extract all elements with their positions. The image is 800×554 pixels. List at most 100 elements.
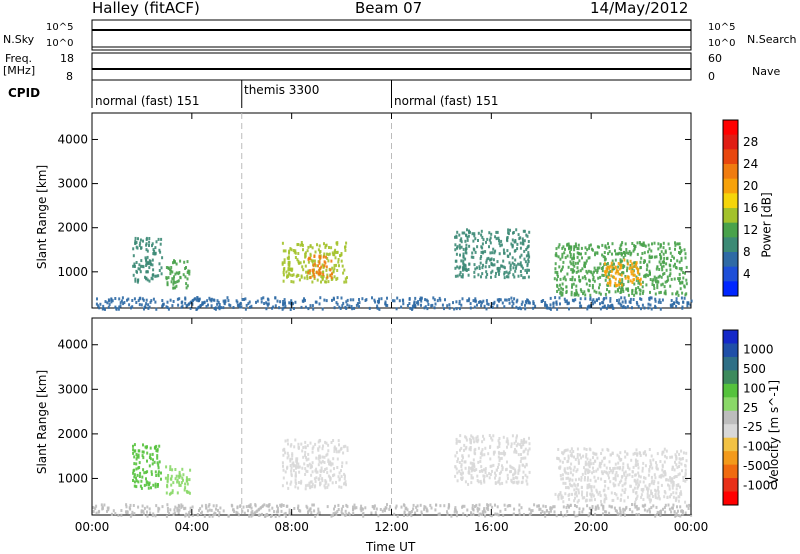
data-cell bbox=[167, 307, 170, 311]
data-cell bbox=[127, 297, 130, 301]
data-cell bbox=[623, 491, 626, 494]
data-cell bbox=[176, 480, 179, 484]
data-cell bbox=[636, 302, 639, 306]
data-cell bbox=[634, 261, 637, 265]
data-cell bbox=[463, 443, 466, 447]
data-cell bbox=[166, 506, 169, 510]
data-cell bbox=[635, 513, 638, 516]
data-cell bbox=[472, 468, 475, 472]
data-cell bbox=[104, 300, 107, 304]
data-cell bbox=[364, 299, 367, 302]
data-cell bbox=[177, 303, 180, 307]
data-cell bbox=[464, 239, 467, 243]
data-cell bbox=[611, 242, 614, 246]
data-cell bbox=[355, 506, 358, 510]
data-cell bbox=[194, 297, 197, 301]
data-cell bbox=[587, 269, 590, 273]
data-cell bbox=[150, 486, 152, 490]
data-cell bbox=[622, 510, 625, 514]
data-cell bbox=[151, 462, 154, 466]
data-cell bbox=[685, 451, 688, 455]
data-cell bbox=[601, 269, 604, 273]
data-cell bbox=[297, 465, 300, 469]
data-cell bbox=[633, 486, 636, 490]
data-cell bbox=[160, 477, 162, 481]
data-cell bbox=[519, 443, 522, 447]
data-cell bbox=[674, 262, 676, 266]
data-cell bbox=[576, 468, 579, 472]
data-cell bbox=[301, 466, 304, 470]
data-cell bbox=[321, 263, 324, 267]
data-cell bbox=[648, 497, 651, 501]
data-cell bbox=[166, 485, 169, 489]
data-cell bbox=[237, 513, 240, 517]
data-cell bbox=[677, 301, 680, 305]
data-cell bbox=[588, 506, 591, 510]
data-cell bbox=[515, 444, 518, 448]
data-cell bbox=[461, 231, 464, 235]
data-cell bbox=[466, 514, 468, 518]
data-cell bbox=[495, 237, 498, 241]
data-cell bbox=[664, 454, 667, 458]
data-cell bbox=[608, 504, 611, 508]
data-cell bbox=[676, 450, 679, 454]
colorbar-swatch bbox=[723, 370, 738, 385]
data-cell bbox=[662, 241, 665, 245]
data-cell bbox=[563, 450, 566, 454]
data-cell bbox=[189, 468, 192, 472]
data-cell bbox=[346, 505, 349, 509]
data-cell bbox=[513, 441, 516, 445]
data-cell bbox=[138, 244, 141, 247]
data-cell bbox=[520, 253, 523, 257]
data-cell bbox=[496, 512, 499, 516]
data-cell bbox=[587, 485, 590, 489]
data-cell bbox=[648, 507, 651, 511]
data-cell bbox=[628, 473, 631, 477]
data-cell bbox=[521, 300, 524, 304]
data-cell bbox=[198, 508, 200, 512]
data-cell bbox=[324, 486, 327, 490]
data-cell bbox=[586, 305, 589, 309]
data-cell bbox=[110, 297, 113, 301]
data-cell bbox=[549, 296, 552, 300]
data-cell bbox=[263, 302, 266, 305]
data-cell bbox=[583, 466, 585, 470]
data-cell bbox=[633, 282, 636, 286]
data-cell bbox=[321, 275, 324, 279]
data-cell bbox=[526, 268, 529, 272]
data-cell bbox=[311, 485, 314, 489]
data-cell bbox=[590, 493, 593, 497]
data-cell bbox=[634, 288, 637, 292]
data-cell bbox=[179, 483, 182, 487]
data-cell bbox=[150, 262, 152, 266]
data-cell bbox=[563, 297, 566, 301]
data-cell bbox=[345, 307, 348, 310]
data-cell bbox=[617, 461, 620, 465]
data-cell bbox=[589, 297, 592, 301]
data-cell bbox=[677, 277, 680, 281]
data-cell bbox=[241, 509, 244, 513]
data-cell bbox=[283, 260, 286, 264]
data-cell bbox=[578, 477, 580, 481]
freq-label: Freq. bbox=[5, 52, 33, 65]
data-cell bbox=[339, 307, 342, 310]
cpid-label: CPID bbox=[8, 86, 41, 100]
data-cell bbox=[496, 260, 499, 264]
data-cell bbox=[567, 242, 570, 246]
data-cell bbox=[545, 306, 548, 310]
data-cell bbox=[394, 506, 397, 510]
data-cell bbox=[457, 457, 459, 461]
data-cell bbox=[378, 297, 381, 301]
data-cell bbox=[572, 263, 575, 267]
data-cell bbox=[644, 273, 647, 277]
data-cell bbox=[97, 510, 100, 514]
data-cell bbox=[479, 512, 482, 516]
data-cell bbox=[620, 288, 623, 292]
data-cell bbox=[304, 446, 307, 450]
data-cell bbox=[374, 300, 377, 304]
data-cell bbox=[172, 512, 175, 516]
data-cell bbox=[414, 511, 417, 515]
data-cell bbox=[233, 510, 236, 513]
data-cell bbox=[276, 504, 278, 508]
data-cell bbox=[312, 259, 315, 263]
